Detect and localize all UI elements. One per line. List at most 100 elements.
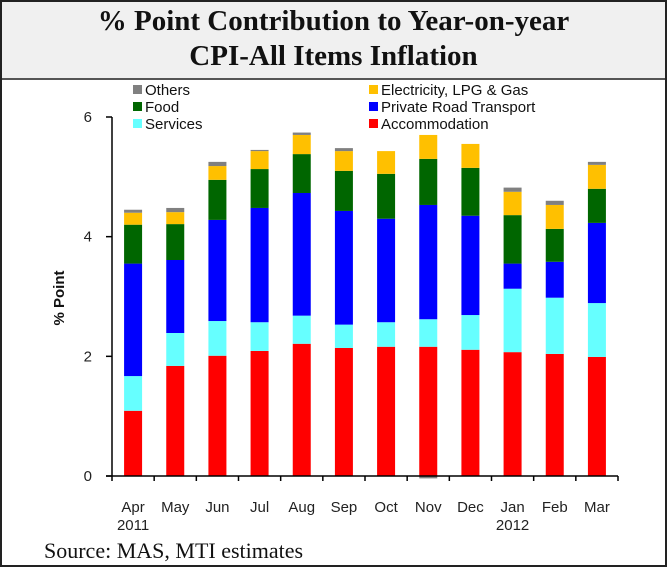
x-year-label: 2012 bbox=[496, 517, 529, 534]
y-tick-label: 4 bbox=[84, 229, 92, 246]
axes: 0 2 4 6 Apr May Jun Jul Aug Sep Oct Nov Dec Jan Feb Mar… bbox=[84, 109, 619, 534]
legend-label: Private Road Transport bbox=[381, 99, 536, 116]
legend-swatch bbox=[369, 85, 378, 94]
bar-segment-accommodation-mar bbox=[587, 356, 606, 476]
x-tick-label: Sep bbox=[331, 499, 358, 516]
bar-segment-accommodation-may bbox=[166, 365, 185, 476]
bar-segment-others-sep bbox=[334, 148, 353, 152]
bar-segment-private-road-transport-apr bbox=[124, 263, 143, 377]
bar-segment-food-dec bbox=[461, 167, 480, 216]
bar-segment-accommodation-nov bbox=[419, 346, 438, 476]
legend-label: Services bbox=[145, 116, 203, 133]
legend-item-accommodation: Accommodation bbox=[369, 116, 489, 133]
legend-swatch bbox=[369, 102, 378, 111]
bar-segment-accommodation-jul bbox=[250, 350, 269, 476]
bar-segment-others-aug bbox=[292, 132, 311, 135]
bar-segment-private-road-transport-sep bbox=[334, 210, 353, 325]
bar-segment-accommodation-jan bbox=[503, 352, 522, 476]
bar-segment-private-road-transport-mar bbox=[587, 222, 606, 304]
source-note: Source: MAS, MTI estimates bbox=[44, 538, 304, 563]
y-tick-label: 0 bbox=[84, 468, 92, 485]
x-tick-label: Jan bbox=[500, 499, 524, 516]
legend-label: Electricity, LPG & Gas bbox=[381, 82, 528, 99]
bar-segment-food-feb bbox=[545, 228, 564, 262]
bar-segment-food-jan bbox=[503, 215, 522, 264]
legend-swatch bbox=[369, 119, 378, 128]
bar-segment-services-jan bbox=[503, 288, 522, 353]
bar-segment-electricity-lpg-gas-apr bbox=[124, 212, 143, 225]
bar-segment-private-road-transport-dec bbox=[461, 215, 480, 316]
bar-segment-others-jan bbox=[503, 187, 522, 192]
bar-segment-services-sep bbox=[334, 324, 353, 348]
bar-segment-electricity-lpg-gas-aug bbox=[292, 134, 311, 155]
bar-segment-accommodation-sep bbox=[334, 347, 353, 476]
legend-label: Others bbox=[145, 82, 190, 99]
bar-segment-private-road-transport-jun bbox=[208, 219, 227, 322]
legend-label: Food bbox=[145, 99, 179, 116]
x-tick-label: Jun bbox=[205, 499, 229, 516]
x-tick-label: Mar bbox=[584, 499, 610, 516]
legend-item-private-road-transport: Private Road Transport bbox=[369, 99, 536, 116]
bar-segment-services-aug bbox=[292, 315, 311, 344]
bar-segment-accommodation-aug bbox=[292, 343, 311, 476]
bar-segment-food-nov bbox=[419, 158, 438, 205]
bar-segment-private-road-transport-aug bbox=[292, 192, 311, 316]
bar-segment-others-may bbox=[166, 207, 185, 213]
bar-segment-electricity-lpg-gas-jul bbox=[250, 151, 269, 170]
bar-segment-accommodation-oct bbox=[377, 346, 396, 476]
bar-segment-electricity-lpg-gas-may bbox=[166, 212, 185, 225]
bar-segment-others-jun bbox=[208, 161, 227, 167]
bar-segment-others-apr bbox=[124, 209, 143, 213]
title-area: % Point Contribution to Year-on-year CPI… bbox=[2, 2, 665, 80]
bar-segment-private-road-transport-jan bbox=[503, 263, 522, 289]
bar-segment-food-apr bbox=[124, 224, 143, 264]
legend-label: Accommodation bbox=[381, 116, 489, 133]
bar-segment-services-dec bbox=[461, 315, 480, 350]
legend-item-electricity-lpg-gas: Electricity, LPG & Gas bbox=[369, 82, 528, 99]
bar-segment-electricity-lpg-gas-dec bbox=[461, 143, 480, 168]
chart-title-line-2: CPI-All Items Inflation bbox=[189, 40, 478, 72]
bar-segment-accommodation-apr bbox=[124, 410, 143, 476]
legend-item-others: Others bbox=[133, 82, 190, 99]
x-tick-label: Nov bbox=[415, 499, 442, 516]
bar-segment-food-jun bbox=[208, 179, 227, 220]
bar-segment-food-mar bbox=[587, 188, 606, 223]
x-tick-label: Jul bbox=[250, 499, 269, 516]
bar-segment-services-oct bbox=[377, 322, 396, 347]
bar-segment-others-mar bbox=[587, 161, 606, 165]
bars bbox=[124, 132, 606, 479]
bar-segment-accommodation-feb bbox=[545, 353, 564, 476]
x-tick-label: Feb bbox=[542, 499, 568, 516]
legend-swatch bbox=[133, 102, 142, 111]
bar-segment-food-sep bbox=[334, 170, 353, 211]
bar-segment-food-may bbox=[166, 224, 185, 261]
x-tick-label: Aug bbox=[288, 499, 315, 516]
legend: Others Electricity, LPG & Gas Food Private … bbox=[133, 82, 536, 133]
bar-segment-accommodation-dec bbox=[461, 349, 480, 476]
bar-segment-services-feb bbox=[545, 297, 564, 354]
bar-segment-services-jun bbox=[208, 321, 227, 356]
bar-segment-private-road-transport-nov bbox=[419, 204, 438, 320]
x-tick-label: Dec bbox=[457, 499, 484, 516]
x-tick-label: Oct bbox=[374, 499, 398, 516]
legend-item-services: Services bbox=[133, 116, 203, 133]
legend-item-food: Food bbox=[133, 99, 179, 116]
x-year-label: 2011 bbox=[117, 517, 149, 534]
y-axis-title: % Point bbox=[51, 270, 68, 325]
bar-segment-private-road-transport-oct bbox=[377, 218, 396, 323]
bar-segment-electricity-lpg-gas-nov bbox=[419, 134, 438, 159]
bar-segment-private-road-transport-may bbox=[166, 260, 185, 333]
x-tick-label: Apr bbox=[121, 499, 144, 516]
bar-segment-private-road-transport-jul bbox=[250, 207, 269, 323]
bar-segment-food-aug bbox=[292, 154, 311, 193]
bar-segment-others-feb bbox=[545, 200, 564, 205]
legend-swatch bbox=[133, 85, 142, 94]
chart-title-line-1: % Point Contribution to Year-on-year bbox=[97, 5, 570, 37]
bar-segment-accommodation-jun bbox=[208, 355, 227, 476]
bar-segment-services-nov bbox=[419, 319, 438, 347]
bar-segment-electricity-lpg-gas-sep bbox=[334, 151, 353, 171]
bar-segment-others-jul bbox=[250, 149, 269, 152]
bar-segment-food-oct bbox=[377, 173, 396, 219]
